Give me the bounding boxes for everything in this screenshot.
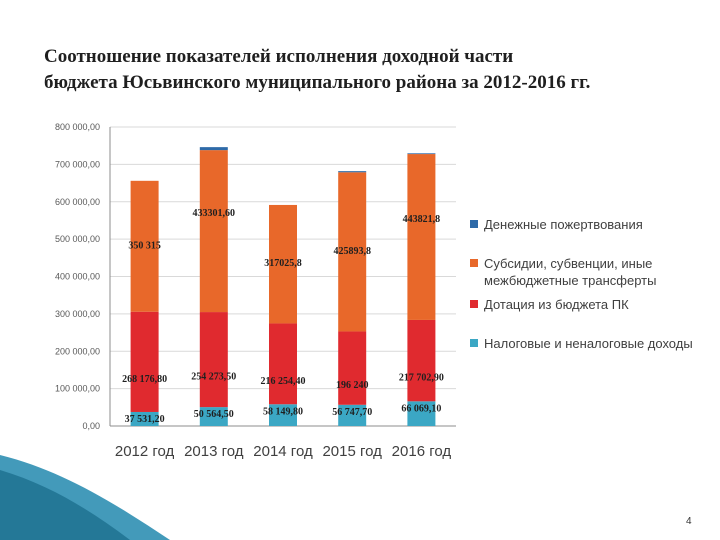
bar-segment-tax <box>269 404 297 426</box>
bar-segment-donations <box>407 153 436 155</box>
x-tick-label: 2016 год <box>392 443 452 460</box>
data-label-dotation: 268 176,80 <box>122 374 167 385</box>
data-label-subsidies: 443821,8 <box>403 214 441 225</box>
data-label-dotation: 216 254,40 <box>261 376 306 387</box>
y-tick-label: 300 000,00 <box>55 309 100 319</box>
y-tick-label: 700 000,00 <box>55 159 100 169</box>
legend-swatch-dotation <box>470 300 478 308</box>
bar-segment-subsidies <box>338 172 367 332</box>
bar-segment-tax <box>338 404 367 426</box>
bar-segment-subsidies <box>199 150 228 313</box>
data-label-subsidies: 350 315 <box>128 240 161 251</box>
y-tick-label: 800 000,00 <box>55 122 100 132</box>
bar-segment-subsidies <box>269 204 297 324</box>
legend-item-dotation: Дотация из бюджета ПК <box>470 296 700 313</box>
y-tick-label: 600 000,00 <box>55 197 100 207</box>
bar-segment-subsidies <box>407 154 436 320</box>
bar-segment-dotation <box>338 331 367 405</box>
bar-segment-donations <box>199 147 228 151</box>
bar-segment-dotation <box>407 319 436 402</box>
legend-swatch-subsidies <box>470 259 478 267</box>
y-tick-label: 500 000,00 <box>55 234 100 244</box>
bar-segment-donations <box>338 171 367 173</box>
legend-swatch-tax <box>470 339 478 347</box>
data-label-tax: 50 564,50 <box>194 409 234 420</box>
bar-segment-tax <box>199 407 228 426</box>
legend-label-subsidies: Субсидии, субвенции, иные межбюджетные т… <box>484 256 657 288</box>
data-label-dotation: 254 273,50 <box>191 372 236 383</box>
bar-segment-dotation <box>199 312 228 408</box>
data-label-subsidies: 433301,60 <box>193 208 236 219</box>
data-label-tax: 58 149,80 <box>263 406 303 417</box>
y-tick-label: 200 000,00 <box>55 346 100 356</box>
legend-swatch-donations <box>470 220 478 228</box>
data-label-subsidies: 317025,8 <box>264 258 302 269</box>
y-tick-label: 400 000,00 <box>55 272 100 282</box>
x-tick-label: 2013 год <box>184 443 244 460</box>
x-tick-label: 2015 год <box>322 443 382 460</box>
x-tick-label: 2012 год <box>115 443 175 460</box>
data-label-tax: 56 747,70 <box>332 407 372 418</box>
data-label-subsidies: 425893,8 <box>333 246 371 257</box>
x-tick-label: 2014 год <box>253 443 313 460</box>
bar-segment-dotation <box>269 323 297 405</box>
data-label-dotation: 196 240 <box>336 380 369 391</box>
y-tick-label: 100 000,00 <box>55 384 100 394</box>
legend-item-tax: Налоговые и неналоговые доходы <box>470 335 700 352</box>
bar-segment-tax <box>130 411 159 426</box>
slide-accent-wave-dark <box>0 470 130 540</box>
bar-segment-tax <box>407 401 436 426</box>
bar-segment-dotation <box>130 311 159 412</box>
page-number: 4 <box>686 516 692 527</box>
legend-label-donations: Денежные пожертвования <box>484 217 643 232</box>
y-tick-label: 0,00 <box>82 421 100 431</box>
chart-legend: Денежные пожертвования Субсидии, субвенц… <box>470 216 700 352</box>
legend-label-dotation: Дотация из бюджета ПК <box>484 297 629 312</box>
slide-title: Соотношение показателей исполнения доход… <box>44 44 704 96</box>
bar-segment-subsidies <box>130 180 159 312</box>
data-label-dotation: 217 702,90 <box>399 373 444 384</box>
legend-item-donations: Денежные пожертвования <box>470 216 700 233</box>
data-label-tax: 37 531,20 <box>125 414 165 425</box>
slide-title-line-2: бюджета Юсьвинского муниципального район… <box>44 72 591 93</box>
slide-title-line-1: Соотношение показателей исполнения доход… <box>44 46 514 67</box>
data-label-tax: 66 069,10 <box>401 403 441 414</box>
legend-label-tax: Налоговые и неналоговые доходы <box>484 336 693 351</box>
legend-item-subsidies: Субсидии, субвенции, иные межбюджетные т… <box>470 255 700 289</box>
